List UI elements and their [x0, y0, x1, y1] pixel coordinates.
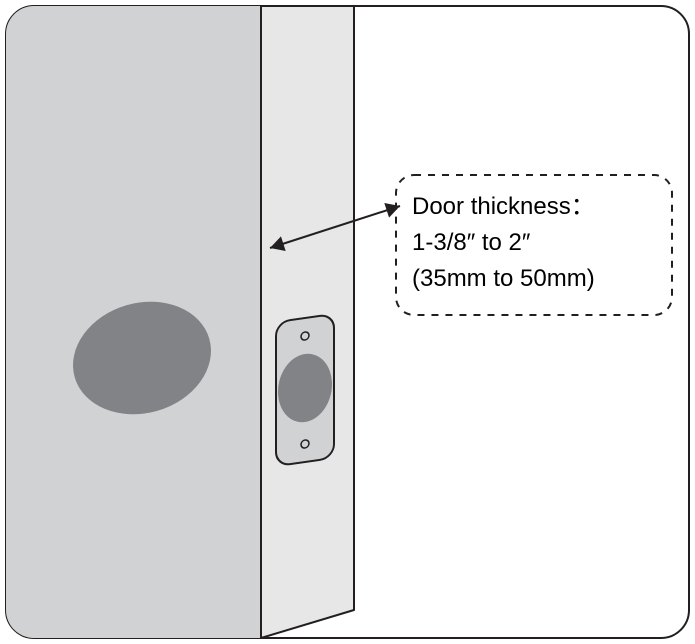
- callout-line-1: Door thickness：: [412, 193, 595, 220]
- callout-line-2: 1-3/8″ to 2″: [412, 229, 531, 256]
- latch-plate: [276, 314, 334, 466]
- door-thickness-diagram: Door thickness： 1-3/8″ to 2″ (35mm to 50…: [0, 0, 695, 644]
- callout-line-3: (35mm to 50mm): [412, 265, 595, 292]
